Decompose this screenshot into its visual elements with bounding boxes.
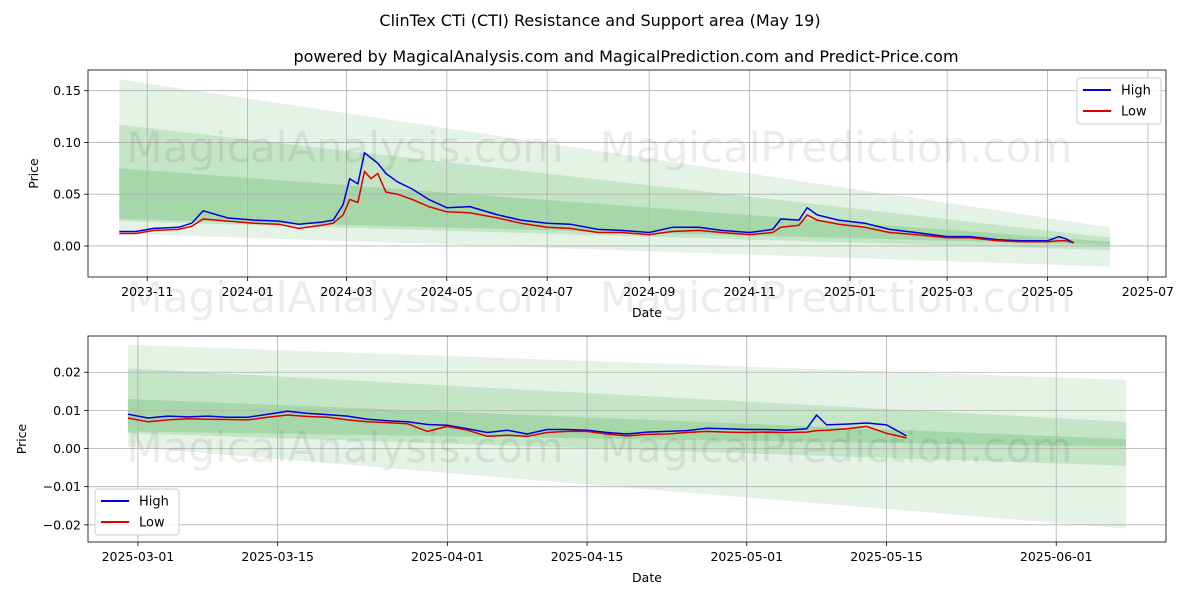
legend-label-low: Low <box>1121 105 1147 120</box>
y-tick-label: 0.10 <box>53 135 81 150</box>
watermark-text: MagicalPrediction.com <box>600 423 1073 472</box>
x-axis-label: Date <box>632 570 662 585</box>
x-tick-label: 2025-06-01 <box>1020 549 1093 564</box>
x-tick-label: 2024-09 <box>623 284 675 299</box>
plot-frame <box>87 335 1167 543</box>
watermark-text: MagicalAnalysis.com <box>127 423 564 472</box>
x-tick-label: 2024-07 <box>521 284 573 299</box>
watermark-text: MagicalPrediction.com <box>600 123 1073 172</box>
legend-label-high: High <box>1121 84 1151 99</box>
band-2 <box>119 168 1111 245</box>
x-tick-label: 2025-03-15 <box>241 549 314 564</box>
series-high-line <box>119 152 1075 244</box>
x-tick-label: 2025-05-15 <box>850 549 923 564</box>
legend-label-low: Low <box>139 516 165 531</box>
legend: High Low <box>94 488 180 536</box>
chart-title: ClinTex CTi (CTI) Resistance and Support… <box>379 11 820 30</box>
y-tick-label: 0.00 <box>53 441 81 456</box>
y-tick-label: 0.02 <box>53 365 81 380</box>
y-tick-label: 0.15 <box>53 83 81 98</box>
band-0 <box>119 79 1111 267</box>
plot-area <box>88 336 1166 542</box>
y-tick-label: 0.01 <box>53 403 81 418</box>
legend-label-high: High <box>139 495 169 510</box>
series-low-line <box>119 170 1074 244</box>
x-tick-label: 2024-01 <box>222 284 274 299</box>
x-tick-label: 2025-03 <box>921 284 973 299</box>
y-axis-label: Price <box>26 158 41 189</box>
plot-frame <box>87 69 1167 278</box>
x-tick-label: 2023-11 <box>121 284 173 299</box>
band-2 <box>127 398 1127 447</box>
x-tick-label: 2025-03-01 <box>102 549 175 564</box>
band-0 <box>127 344 1127 529</box>
series-low-line <box>127 414 907 439</box>
chart-subtitle: powered by MagicalAnalysis.com and Magic… <box>293 47 958 66</box>
x-axis-label: Date <box>632 305 662 320</box>
x-tick-label: 2025-05-01 <box>710 549 783 564</box>
top-chart: 2023-11 2024-01 2024-03 2024-05 2024-07 2024-… <box>26 69 1174 320</box>
y-tick-label: −0.01 <box>43 479 81 494</box>
watermark-layer: MagicalAnalysis.com MagicalPrediction.com… <box>127 123 1073 472</box>
legend: High Low <box>1076 77 1162 125</box>
x-tick-label: 2025-07 <box>1122 284 1174 299</box>
series-high-line <box>127 410 907 437</box>
watermark-text: MagicalAnalysis.com <box>127 123 564 172</box>
x-tick-label: 2024-03 <box>320 284 372 299</box>
x-tick-label: 2025-01 <box>824 284 876 299</box>
watermark-text: MagicalPrediction.com <box>600 273 1073 322</box>
x-tick-label: 2024-11 <box>723 284 775 299</box>
x-tick-label: 2025-04-15 <box>551 549 624 564</box>
y-tick-label: −0.02 <box>43 517 81 532</box>
watermark-text: MagicalAnalysis.com <box>127 273 564 322</box>
plot-area <box>88 70 1166 277</box>
band-1 <box>119 124 1111 251</box>
y-axis-label: Price <box>14 423 29 454</box>
y-tick-label: 0.00 <box>53 238 81 253</box>
x-tick-label: 2025-04-01 <box>411 549 484 564</box>
x-tick-label: 2024-05 <box>421 284 473 299</box>
y-tick-label: 0.05 <box>53 187 81 202</box>
bottom-chart: 2025-03-01 2025-03-15 2025-04-01 2025-04-15… <box>14 335 1167 585</box>
band-1 <box>127 368 1127 466</box>
x-tick-label: 2025-05 <box>1021 284 1073 299</box>
